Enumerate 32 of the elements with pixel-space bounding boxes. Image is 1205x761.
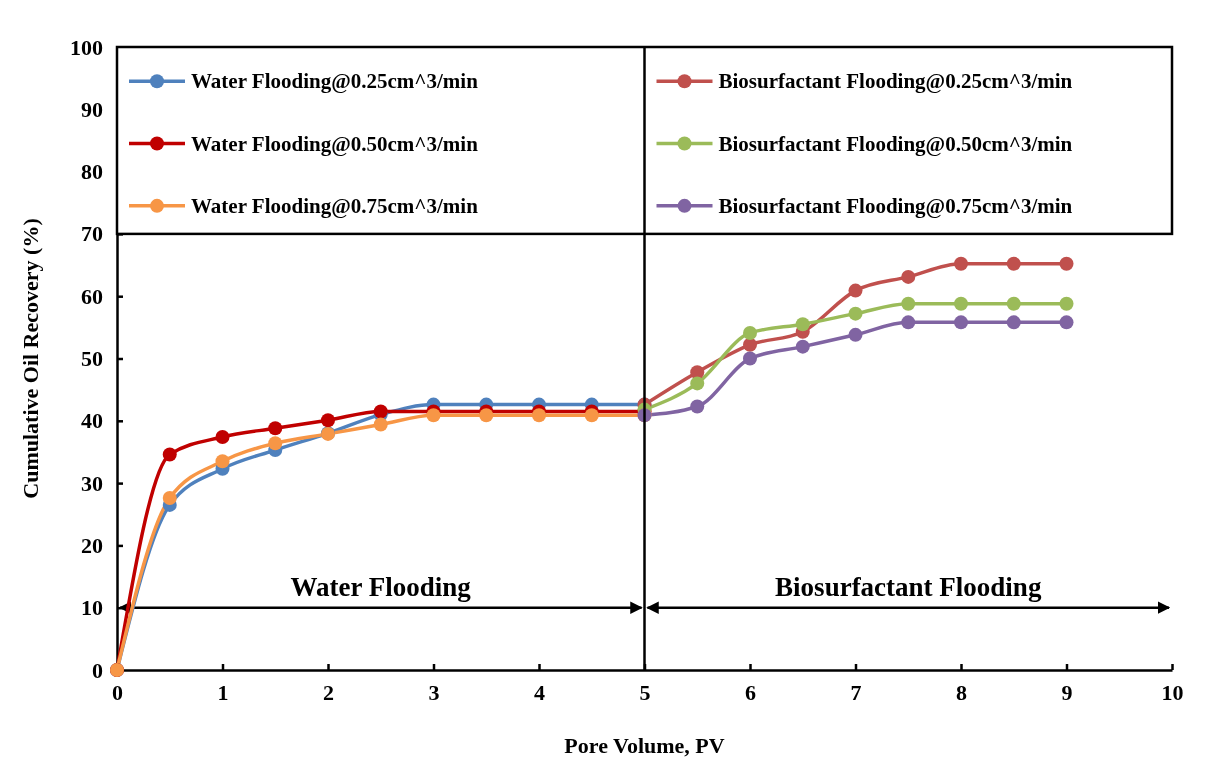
y-tick-label: 70 [81, 221, 103, 247]
y-tick-label: 0 [92, 657, 103, 683]
annotation: Water Flooding [290, 571, 472, 602]
y-tick-label: 20 [81, 532, 103, 558]
x-tick-label: 0 [112, 679, 123, 705]
x-tick-label: 2 [323, 679, 334, 705]
y-axis-title: Cumulative Oil Recovery (%) [18, 218, 43, 499]
x-tick-label: 9 [1061, 679, 1073, 705]
legend-label: Water Flooding@0.25cm^3/min [191, 69, 479, 94]
y-tick-label: 60 [81, 283, 103, 309]
x-tick-label: 4 [534, 679, 545, 705]
x-tick-label: 3 [428, 679, 440, 705]
legend-label: Water Flooding@0.75cm^3/min [191, 193, 479, 218]
legend-label: Biosurfactant Flooding@0.75cm^3/min [718, 193, 1073, 218]
y-tick-label: 10 [81, 595, 103, 621]
y-tick-label: 40 [81, 408, 103, 434]
x-axis-title: Pore Volume, PV [564, 733, 725, 758]
y-tick-label: 90 [81, 96, 103, 122]
legend-label: Biosurfactant Flooding@0.25cm^3/min [718, 69, 1073, 94]
x-tick-label: 5 [639, 679, 651, 705]
y-tick-label: 100 [70, 34, 103, 60]
x-tick-label: 1 [217, 679, 229, 705]
y-tick-label: 80 [81, 159, 103, 185]
legend-label: Water Flooding@0.50cm^3/min [191, 131, 479, 156]
x-tick-label: 10 [1161, 679, 1184, 705]
x-tick-label: 8 [956, 679, 967, 705]
annotation: Biosurfactant Flooding [775, 571, 1042, 602]
y-tick-label: 50 [81, 346, 103, 372]
x-tick-label: 6 [745, 679, 756, 705]
legend-label: Biosurfactant Flooding@0.50cm^3/min [718, 131, 1073, 156]
x-tick-label: 7 [850, 679, 862, 705]
y-tick-label: 30 [81, 470, 103, 496]
